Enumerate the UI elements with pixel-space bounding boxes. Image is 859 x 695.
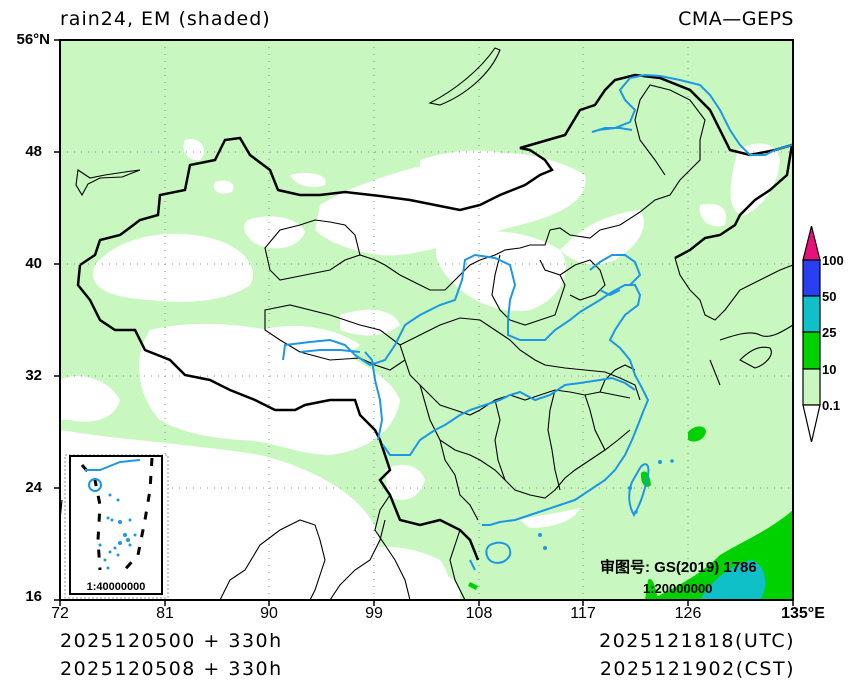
colorbar-below-0-1 <box>802 404 821 443</box>
lat-label-24: 24 <box>25 479 42 496</box>
colorbar-25-50 <box>802 295 821 333</box>
lon-label-135: 135°E <box>781 605 825 622</box>
lon-label-90: 90 <box>260 605 278 622</box>
colorbar <box>802 225 821 443</box>
dry-areas <box>60 139 780 600</box>
colorbar-label-100: 100 <box>822 253 844 268</box>
lon-label-81: 81 <box>156 605 174 622</box>
map-scale: 1:20000000 <box>643 581 712 596</box>
colorbar-0-1-10 <box>802 368 821 406</box>
map-approval-number: 审图号: GS(2019) 1786 <box>600 558 757 576</box>
lon-label-99: 99 <box>365 605 383 622</box>
lon-label-117: 117 <box>570 605 596 622</box>
colorbar-label-0-1: 0.1 <box>822 398 841 413</box>
province-borders <box>60 47 793 600</box>
lat-label-40: 40 <box>25 255 42 272</box>
map-frame <box>59 39 794 601</box>
init-time-utc: 2025120500 + 330h <box>60 630 283 652</box>
lon-label-72: 72 <box>51 605 69 622</box>
colorbar-label-25: 25 <box>822 325 837 340</box>
model-name: CMA—GEPS <box>678 8 794 30</box>
valid-time-cst: 2025121902(CST) <box>599 658 795 680</box>
island-dots <box>538 459 674 550</box>
colorbar-10-25 <box>802 331 821 370</box>
colorbar-above-100 <box>802 225 821 261</box>
lat-label-48: 48 <box>25 143 42 160</box>
south-china-sea-inset: 1:40000000 <box>64 454 169 599</box>
axis-ticks <box>54 39 794 606</box>
colorbar-label-10: 10 <box>822 362 837 377</box>
inset-scale: 1:40000000 <box>87 581 146 593</box>
colorbar-label-50: 50 <box>822 289 837 304</box>
rivers-coastline <box>282 73 793 571</box>
init-time-cst: 2025120508 + 330h <box>60 658 283 680</box>
colorbar-50-100 <box>802 259 821 297</box>
lon-label-108: 108 <box>465 605 493 622</box>
valid-time-utc: 2025121818(UTC) <box>599 630 795 652</box>
china-national-border <box>76 73 793 561</box>
chart-title: rain24, EM (shaded) <box>60 8 271 30</box>
rain-class-25-to-50 <box>700 560 766 600</box>
lon-label-126: 126 <box>674 605 702 622</box>
lat-label-56: 56°N <box>16 31 50 48</box>
lat-label-16: 16 <box>25 588 42 605</box>
lat-label-32: 32 <box>25 367 42 384</box>
